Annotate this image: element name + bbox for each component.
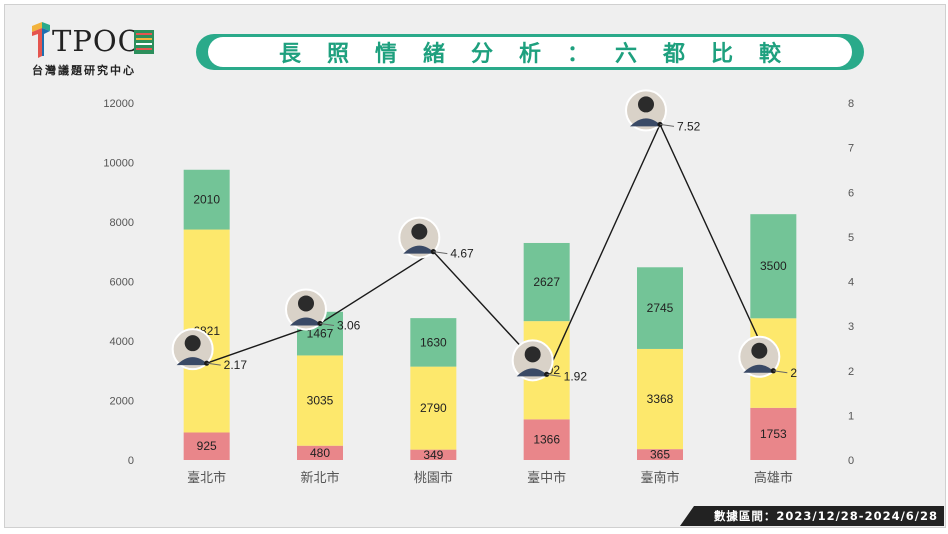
right-y-axis: 0 1 2 3 4 5 6 7 8 xyxy=(848,98,854,467)
bar-value-label: 2010 xyxy=(193,193,220,207)
logo-subtitle: 台灣議題研究中心 xyxy=(32,64,136,77)
line-value-label: 1.92 xyxy=(564,369,588,383)
bar-segment-top xyxy=(750,214,797,319)
point-leader xyxy=(773,370,788,374)
left-tick-label: 0 xyxy=(128,455,134,467)
point-leader xyxy=(319,322,335,326)
right-tick-label: 0 xyxy=(848,455,854,467)
bar-segment-top xyxy=(183,169,230,230)
avatar-head xyxy=(184,335,201,352)
mayor-avatar xyxy=(171,328,214,371)
avatar-head xyxy=(638,96,654,113)
score-line xyxy=(206,122,774,376)
bar-segment-bottom xyxy=(183,432,230,460)
left-tick-label: 2000 xyxy=(110,396,134,408)
bar-segment-bottom xyxy=(523,419,570,460)
right-tick-label: 1 xyxy=(848,410,854,422)
bars-group: 9256821201048030351467349279016301366330… xyxy=(183,169,797,462)
avatar-body xyxy=(743,364,776,373)
right-tick-label: 6 xyxy=(848,187,854,199)
line-value-label: 3.06 xyxy=(337,318,361,332)
bar-value-label: 3035 xyxy=(307,394,334,408)
bar-value-label: 3368 xyxy=(647,392,674,406)
point-leader xyxy=(659,123,675,127)
bar-value-label: 1467 xyxy=(307,327,334,341)
bar-segment-bottom xyxy=(750,407,797,460)
right-tick-label: 8 xyxy=(848,98,854,110)
bar-segment-bottom xyxy=(410,449,457,460)
bar-segment-bottom xyxy=(297,445,343,460)
category-label: 新北市 xyxy=(300,470,339,486)
bar-value-label: 1753 xyxy=(760,427,787,441)
date-range-band: 數據區間：2023/12/28-2024/6/28 xyxy=(680,506,944,526)
bar-segment-top xyxy=(410,318,457,367)
avatar-body xyxy=(290,317,322,326)
category-label: 高雄市 xyxy=(754,470,793,486)
mayor-avatar xyxy=(625,89,667,132)
chart-title: 長照情緒分析：六都比較 xyxy=(278,42,807,67)
line-value-label: 4.67 xyxy=(450,247,474,261)
right-tick-label: 4 xyxy=(848,277,854,289)
category-label: 臺北市 xyxy=(187,470,226,486)
avatar-head xyxy=(524,346,541,363)
tpoc-logo: TPOC 台灣議題研究中心 xyxy=(30,22,160,78)
point-leader xyxy=(433,251,448,255)
bar-value-label: 3500 xyxy=(760,259,787,273)
line-value-label: 2.17 xyxy=(224,358,248,372)
avatar-body xyxy=(630,118,662,127)
category-label: 臺中市 xyxy=(527,470,566,486)
line-point xyxy=(204,360,210,366)
avatar-head xyxy=(751,342,768,359)
avatar-head xyxy=(298,295,314,312)
right-tick-label: 5 xyxy=(848,232,854,244)
bar-segment-middle xyxy=(410,366,457,450)
date-range-text: 數據區間：2023/12/28-2024/6/28 xyxy=(713,509,938,523)
title-inner: 長照情緒分析：六都比較 xyxy=(208,37,852,67)
left-tick-label: 4000 xyxy=(110,336,134,348)
line-value-label: 7.52 xyxy=(677,119,701,133)
category-label: 桃園市 xyxy=(414,470,453,486)
bar-value-label: 349 xyxy=(423,448,443,462)
bar-value-label: 480 xyxy=(310,446,330,460)
left-tick-label: 10000 xyxy=(103,158,134,170)
bar-segment-bottom xyxy=(637,449,683,460)
bar-value-label: 1630 xyxy=(420,335,447,349)
bar-value-label: 365 xyxy=(650,448,670,462)
right-tick-label: 7 xyxy=(848,143,854,155)
bar-segment-top xyxy=(523,242,570,322)
bar-segment-middle xyxy=(637,348,683,450)
mayor-avatar xyxy=(398,216,441,259)
logo-mark-icon xyxy=(32,22,50,58)
mayor-avatar xyxy=(738,335,781,378)
left-y-axis: 0 2000 4000 6000 8000 10000 12000 xyxy=(103,98,134,467)
avatar-body xyxy=(516,368,549,377)
point-leader xyxy=(206,362,221,366)
left-tick-label: 6000 xyxy=(110,277,134,289)
avatar-body xyxy=(403,245,436,254)
bar-value-label: 2627 xyxy=(533,275,560,289)
bar-segment-top xyxy=(637,267,683,349)
avatar-head xyxy=(411,223,428,240)
bar-segment-middle xyxy=(297,355,343,446)
category-labels: 臺北市 新北市 桃園市 臺中市 臺南市 高雄市 xyxy=(187,470,793,486)
left-tick-label: 8000 xyxy=(110,217,134,229)
bar-value-label: 1366 xyxy=(533,433,560,447)
bar-value-label: 925 xyxy=(197,439,217,453)
mayor-avatar xyxy=(511,339,554,382)
bar-value-label: 2745 xyxy=(647,301,674,315)
mayor-avatar xyxy=(285,288,327,331)
right-tick-label: 2 xyxy=(848,366,854,378)
logo-stripe-icon xyxy=(134,30,154,54)
left-tick-label: 12000 xyxy=(103,98,134,110)
category-label: 臺南市 xyxy=(640,470,679,486)
point-leader xyxy=(546,373,561,377)
avatar-body xyxy=(176,357,209,366)
bar-value-label: 2790 xyxy=(420,401,447,415)
line-group: 2.17 3.06 4.67 1.92 7.52 2 xyxy=(171,89,797,383)
logo-text: TPOC xyxy=(52,24,141,58)
right-tick-label: 3 xyxy=(848,321,854,333)
line-value-label: 2 xyxy=(790,366,797,380)
